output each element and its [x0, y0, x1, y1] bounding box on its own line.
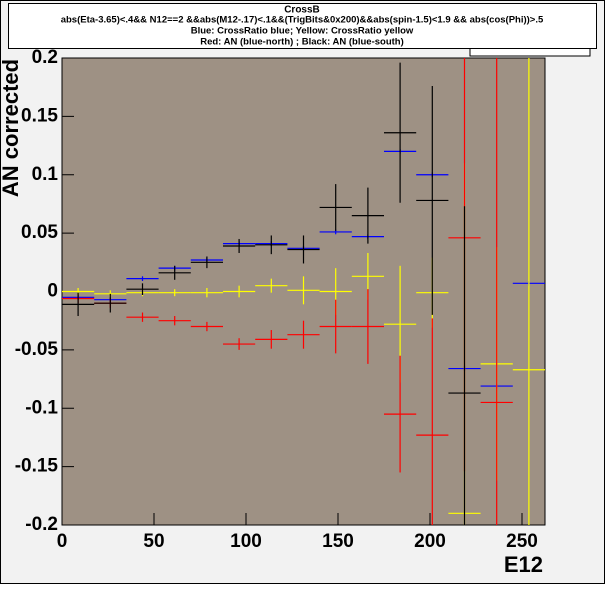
y-tick-label: 0.1	[32, 164, 59, 185]
x-tick-label: 100	[230, 531, 262, 552]
x-axis-label: E12	[504, 552, 543, 577]
x-tick-label: 200	[414, 531, 446, 552]
y-tick-label: 0.15	[21, 105, 58, 126]
x-tick-label: 150	[322, 531, 354, 552]
subtitle: Blue: CrossRatio blue; Yellow: CrossRati…	[191, 26, 414, 37]
y-tick-label: 0.05	[21, 222, 58, 243]
chart-title: CrossB	[284, 5, 320, 16]
title-box	[8, 3, 597, 49]
y-tick-label: -0.1	[25, 397, 58, 418]
y-tick-label: 0.2	[32, 47, 58, 68]
y-tick-label: -0.15	[15, 456, 59, 477]
x-tick-label: 0	[57, 531, 68, 552]
y-tick-label: -0.2	[25, 514, 58, 535]
subtitle: abs(Eta-3.65)<.4&& N12==2 &&abs(M12-.17)…	[61, 15, 544, 26]
x-tick-label: 250	[506, 531, 538, 552]
y-tick-label: 0	[47, 281, 58, 302]
x-tick-label: 50	[143, 531, 164, 552]
subtitle: Red: AN (blue-north) ; Black: AN (blue-s…	[200, 37, 404, 48]
y-axis-label: AN corrected	[0, 59, 23, 197]
y-tick-label: -0.05	[15, 339, 59, 360]
